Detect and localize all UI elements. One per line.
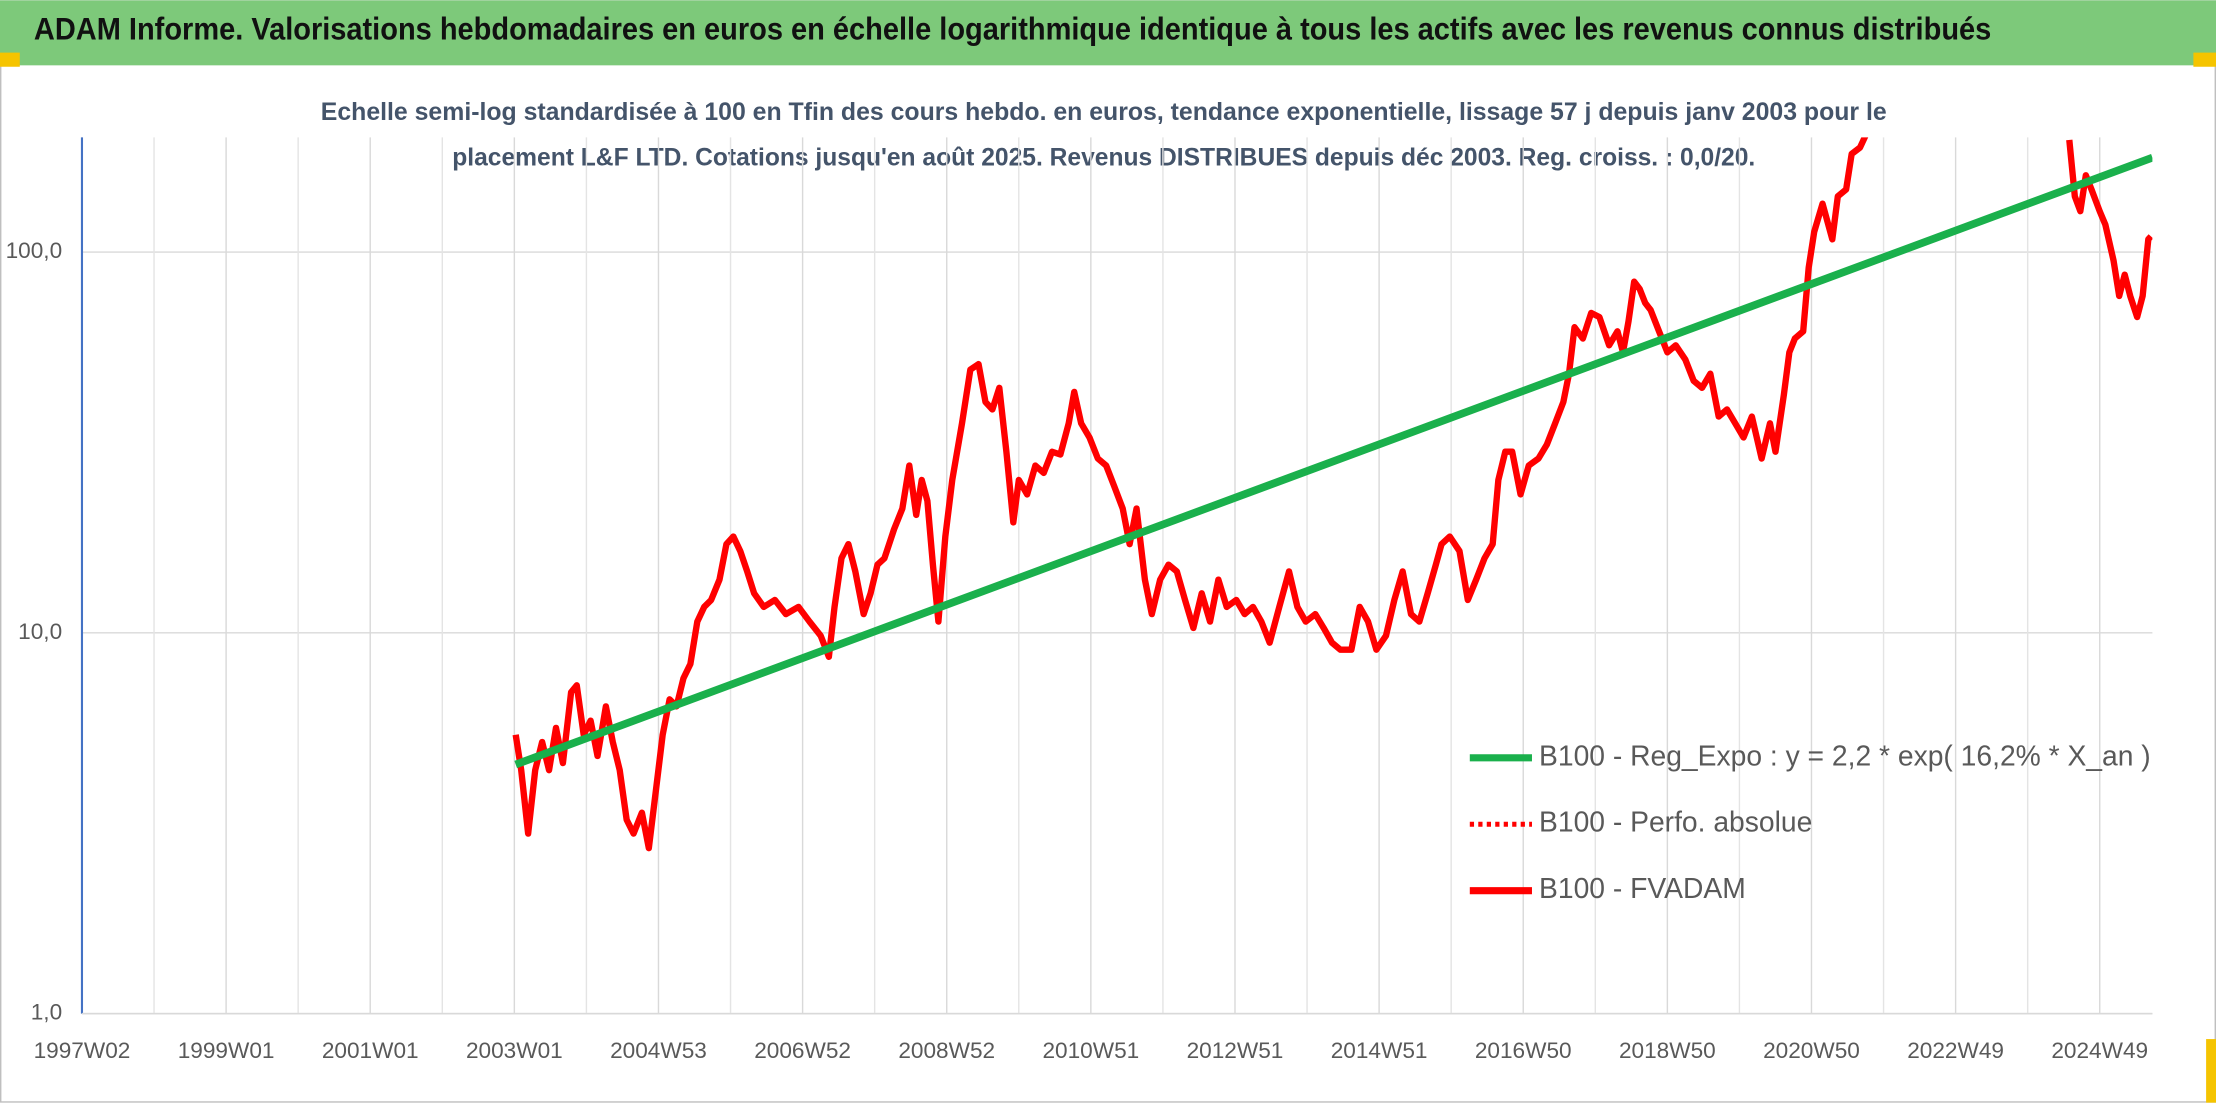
legend: B100 - Reg_Expo : y = 2,2 * exp( 16,2% *…: [1469, 739, 2151, 904]
x-tick-label: 2010W51: [1042, 1038, 1139, 1063]
x-tick-label: 2014W51: [1331, 1038, 1428, 1063]
x-tick-label: 2004W53: [610, 1038, 707, 1063]
series-line: [514, 153, 2153, 769]
x-tick-label: 1997W02: [34, 1038, 131, 1063]
x-tick-label: 2016W50: [1475, 1038, 1572, 1063]
x-tick-label: 2018W50: [1619, 1038, 1716, 1063]
legend-label: B100 - FVADAM: [1539, 872, 1746, 904]
corner-mark: [2206, 1039, 2216, 1103]
plot-area: [512, 137, 2153, 852]
legend-label: B100 - Perfo. absolue: [1539, 806, 1812, 838]
axes: 1,0 10,0 100,0 1997W02 1999W01 2001W01 2003W01…: [6, 137, 2153, 1063]
corner-mark: [0, 52, 20, 67]
x-tick-label: 2024W49: [2051, 1038, 2148, 1063]
x-tick-label: 2001W01: [322, 1038, 419, 1063]
chart-title: ADAM Informe. Valorisations hebdomadaire…: [34, 12, 1991, 47]
corner-mark: [2193, 52, 2216, 67]
header-band: [0, 0, 2216, 66]
x-tick-label: 2012W51: [1187, 1038, 1284, 1063]
y-tick-label: 1,0: [31, 1000, 62, 1025]
series-line: [512, 137, 2153, 852]
y-tick-label: 10,0: [18, 619, 62, 644]
x-tick-label: 2022W49: [1907, 1038, 2004, 1063]
x-tick-label: 2003W01: [466, 1038, 563, 1063]
x-tick-label: 1999W01: [178, 1038, 275, 1063]
chart-subtitle: Echelle semi-log standardisée à 100 en T…: [321, 98, 1887, 126]
legend-label: B100 - Reg_Expo : y = 2,2 * exp( 16,2% *…: [1539, 739, 2151, 771]
y-tick-label: 100,0: [6, 238, 63, 263]
chart-subtitle: placement L&F LTD. Cotations jusqu'en ao…: [452, 143, 1755, 171]
x-tick-label: 2006W52: [754, 1038, 851, 1063]
x-tick-label: 2008W52: [898, 1038, 995, 1063]
x-tick-label: 2020W50: [1763, 1038, 1860, 1063]
